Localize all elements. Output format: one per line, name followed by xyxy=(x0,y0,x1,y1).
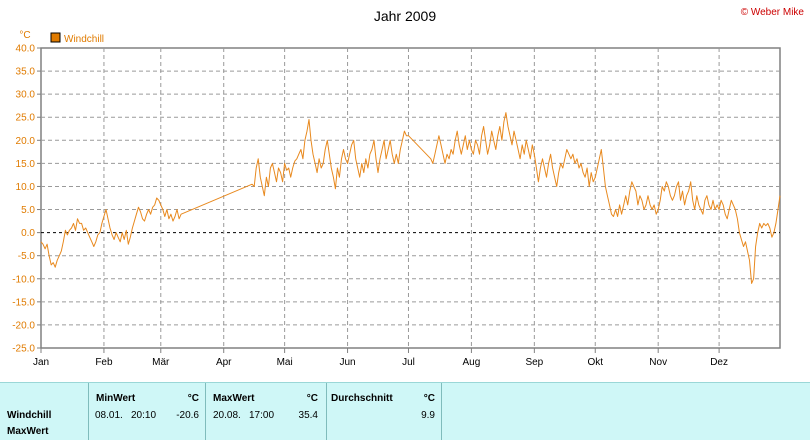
legend-swatch xyxy=(50,32,61,43)
y-tick-label: -20.0 xyxy=(12,320,35,331)
x-tick-label: Jan xyxy=(33,357,49,368)
y-tick-label: -10.0 xyxy=(12,274,35,285)
y-tick-label: 5.0 xyxy=(21,205,35,216)
min-date: 08.01. xyxy=(95,410,123,421)
y-tick-label: 30.0 xyxy=(16,90,36,101)
x-tick-label: Aug xyxy=(463,357,481,368)
y-tick-label: -5.0 xyxy=(18,251,36,262)
max-unit: °C xyxy=(306,393,318,404)
windchill-series-line xyxy=(40,112,781,284)
x-tick-label: Jul xyxy=(402,357,415,368)
min-value: -20.6 xyxy=(176,410,199,421)
chart-title: Jahr 2009 xyxy=(374,8,436,24)
stats-row-windchill: Windchill xyxy=(7,410,52,421)
x-tick-label: Mai xyxy=(277,357,293,368)
x-tick-label: Dez xyxy=(710,357,728,368)
max-time: 17:00 xyxy=(249,410,275,421)
max-header: MaxWert xyxy=(213,393,255,404)
y-tick-label: -15.0 xyxy=(12,297,35,308)
max-column: MaxWert °C 20.08. 17:00 35.4 xyxy=(205,383,326,440)
legend-label: Windchill xyxy=(64,34,104,45)
y-tick-label: 25.0 xyxy=(16,113,36,124)
x-tick-label: Okt xyxy=(587,357,603,368)
avg-column: Durchschnitt °C 9.9 xyxy=(326,383,442,440)
y-tick-label: 35.0 xyxy=(16,67,36,78)
avg-value: 9.9 xyxy=(421,410,435,421)
x-tick-label: Nov xyxy=(649,357,667,368)
max-value: 35.4 xyxy=(298,410,318,421)
x-tick-label: Mär xyxy=(152,357,170,368)
x-tick-label: Apr xyxy=(216,357,232,368)
chart: Jahr 2009 © Weber Mike °C Windchill 40.0… xyxy=(12,7,805,368)
y-axis-ticks: 40.0 35.0 30.0 25.0 20.0 15.0 10.0 5.0 0.0 -5.0 -1… xyxy=(12,44,41,355)
y-tick-label: 0.0 xyxy=(21,228,35,239)
y-tick-label: 10.0 xyxy=(16,182,36,193)
min-unit: °C xyxy=(187,393,199,404)
stats-panel: Windchill MaxWert MinWert °C 08.01. 20:1… xyxy=(0,382,810,440)
y-tick-label: 40.0 xyxy=(16,44,36,55)
x-tick-label: Jun xyxy=(340,357,356,368)
x-tick-label: Sep xyxy=(525,357,543,368)
gridlines xyxy=(41,48,780,348)
min-column: MinWert °C 08.01. 20:10 -20.6 xyxy=(88,383,205,440)
y-tick-label: 20.0 xyxy=(16,136,36,147)
y-axis-unit: °C xyxy=(19,30,30,41)
plot-area xyxy=(40,47,781,349)
x-tick-label: Feb xyxy=(95,357,113,368)
y-tick-label: -25.0 xyxy=(12,344,35,355)
min-header: MinWert xyxy=(96,393,136,404)
min-time: 20:10 xyxy=(131,410,157,421)
x-axis-ticks: Jan Feb Mär Apr Mai Jun Jul Aug Sep Okt Nov Dez xyxy=(33,348,728,368)
max-date: 20.08. xyxy=(213,410,241,421)
avg-header: Durchschnitt xyxy=(331,393,393,404)
stats-row-maxwert: MaxWert xyxy=(7,426,49,437)
credit-text: © Weber Mike xyxy=(741,7,805,18)
avg-unit: °C xyxy=(423,393,435,404)
y-tick-label: 15.0 xyxy=(16,159,36,170)
